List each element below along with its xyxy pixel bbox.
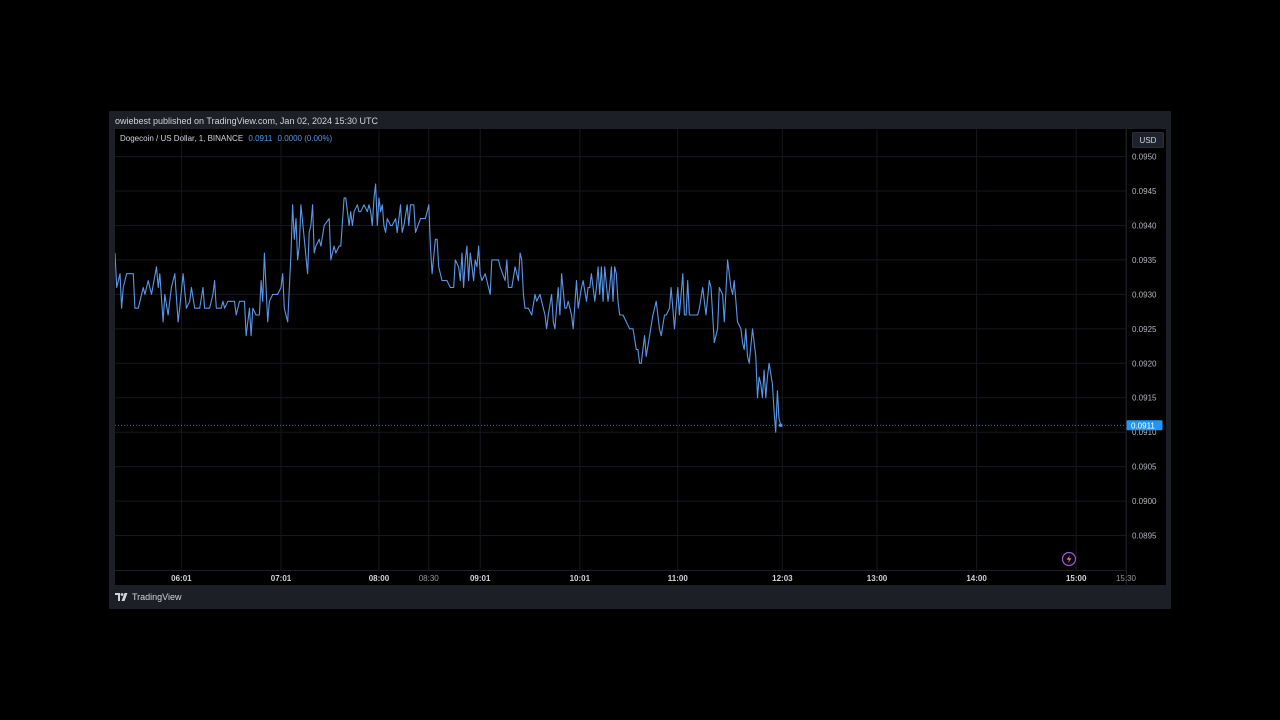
bolt-icon-ring	[1061, 551, 1077, 567]
last-price-dot	[778, 423, 783, 428]
x-tick-label: 12:03	[772, 574, 793, 583]
tradingview-logo-icon	[115, 593, 128, 601]
y-tick-label: 0.0930	[1132, 290, 1157, 299]
last-price-label-bg	[1126, 420, 1163, 431]
x-tick-label: 08:30	[419, 574, 440, 583]
y-tick-label: 0.0940	[1132, 221, 1157, 230]
x-tick-label: 14:00	[966, 574, 987, 583]
y-tick-label: 0.0950	[1132, 153, 1157, 162]
y-tick-label: 0.0895	[1132, 532, 1157, 541]
x-tick-label: 10:01	[570, 574, 591, 583]
price-chart[interactable]: 0.0950 0.0945 0.0940 0.0935 0.0930 0.0925 0.09…	[115, 129, 1166, 585]
x-tick-label: 15:00	[1066, 574, 1087, 583]
y-tick-label: 0.0925	[1132, 325, 1157, 334]
time-axis	[115, 570, 1126, 585]
price-axis	[1126, 129, 1166, 585]
y-tick-label: 0.0935	[1132, 256, 1157, 265]
tradingview-brand: TradingView	[132, 592, 182, 602]
y-tick-label: 0.0910	[1132, 428, 1157, 437]
chart-area[interactable]: Dogecoin / US Dollar, 1, BINANCE 0.0911 …	[115, 129, 1166, 585]
bolt-icon-glyph	[1066, 555, 1072, 563]
x-tick-label: 09:01	[470, 574, 491, 583]
y-tick-label: 0.0905	[1132, 463, 1157, 472]
x-tick-label: 07:01	[271, 574, 292, 583]
x-tick-label: 06:01	[171, 574, 192, 583]
price-change-value: 0.0000 (0.00%)	[277, 134, 333, 143]
x-tick-label: 15:30	[1116, 574, 1137, 583]
last-price-label: 0.0911	[1131, 421, 1155, 430]
footer: TradingView	[115, 592, 182, 602]
bolt-icon	[1061, 551, 1077, 567]
x-tick-label: 13:00	[867, 574, 888, 583]
price-line	[115, 183, 782, 433]
y-tick-label: 0.0945	[1132, 187, 1157, 196]
x-tick-label: 08:00	[369, 574, 390, 583]
last-price-value: 0.0911	[248, 134, 273, 143]
published-info: owiebest published on TradingView.com, J…	[115, 116, 378, 126]
chart-frame: owiebest published on TradingView.com, J…	[109, 111, 1171, 609]
chart-legend: Dogecoin / US Dollar, 1, BINANCE 0.0911 …	[120, 134, 332, 143]
y-tick-label: 0.0920	[1132, 359, 1157, 368]
symbol-label: Dogecoin / US Dollar, 1, BINANCE	[120, 134, 244, 143]
x-tick-label: 11:00	[668, 574, 689, 583]
y-tick-label: 0.0900	[1132, 497, 1157, 506]
currency-button[interactable]: USD	[1132, 132, 1164, 148]
y-tick-label: 0.0915	[1132, 394, 1157, 403]
grid	[115, 129, 1127, 570]
